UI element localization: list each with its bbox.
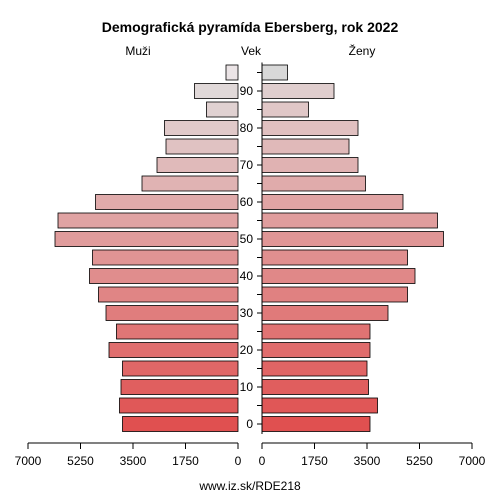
female-bar	[261, 286, 408, 303]
male-bar	[95, 194, 239, 210]
female-bar	[261, 138, 350, 155]
age-tick-label: 30	[240, 306, 254, 320]
male-bar	[105, 305, 239, 321]
x-tick-label-right: 0	[259, 454, 266, 468]
x-axis-left: 7000 5250 3500 1750 0	[15, 442, 242, 468]
male-bar	[122, 416, 239, 432]
x-tick-label-left: 5250	[67, 454, 94, 468]
x-tick-label-right: 5250	[406, 454, 433, 468]
age-tick-label: 90	[240, 84, 254, 98]
female-bar	[261, 397, 378, 414]
female-bars	[261, 64, 444, 432]
age-tick-label: 60	[240, 195, 254, 209]
male-bar	[194, 83, 239, 99]
female-label: Ženy	[349, 43, 376, 58]
male-bar	[57, 212, 239, 229]
x-tick-label-right: 1750	[301, 454, 328, 468]
age-tick-label: 80	[240, 121, 254, 135]
female-bar	[261, 305, 389, 321]
male-bar	[116, 323, 239, 340]
male-bar	[108, 342, 239, 358]
male-label: Muži	[125, 44, 150, 58]
male-bar	[119, 397, 239, 414]
age-tick-label: 0	[246, 417, 253, 431]
x-axis-right: 0 1750 3500 5250 7000	[259, 442, 486, 468]
male-bar	[225, 64, 239, 81]
male-bar	[122, 360, 239, 377]
female-bar	[261, 157, 359, 173]
female-bar	[261, 323, 371, 340]
female-bar	[261, 101, 309, 118]
age-tick-label: 50	[240, 232, 254, 246]
male-bar	[165, 138, 239, 155]
x-tick-label-left: 7000	[15, 454, 42, 468]
x-tick-label-left: 0	[235, 454, 242, 468]
female-bar	[261, 175, 366, 192]
age-tick-label: 10	[240, 380, 254, 394]
age-axis: 0 10 20 30 40 50 60 70 80 90	[240, 62, 263, 434]
x-tick-label-right: 7000	[459, 454, 486, 468]
female-bar	[261, 194, 404, 210]
female-bar	[261, 379, 369, 395]
male-bars	[54, 64, 239, 432]
female-bar	[261, 249, 408, 266]
female-bar	[261, 120, 359, 136]
male-bar	[89, 268, 239, 284]
male-bar	[120, 379, 239, 395]
female-bar	[261, 231, 444, 247]
female-bar	[261, 360, 368, 377]
chart-title: Demografická pyramída Ebersberg, rok 202…	[102, 19, 399, 35]
x-tick-label-left: 3500	[120, 454, 147, 468]
female-bar	[261, 416, 371, 432]
footer-source: www.iz.sk/RDE218	[198, 479, 301, 493]
female-bar	[261, 83, 335, 99]
x-tick-label-right: 3500	[354, 454, 381, 468]
age-tick-label: 40	[240, 269, 254, 283]
female-bar	[261, 268, 416, 284]
male-bar	[54, 231, 239, 247]
male-bar	[92, 249, 239, 266]
male-bar	[141, 175, 239, 192]
male-bar	[156, 157, 239, 173]
male-bar	[206, 101, 239, 118]
male-bar	[164, 120, 239, 136]
female-bar	[261, 64, 288, 81]
female-bar	[261, 342, 371, 358]
female-bar	[261, 212, 438, 229]
age-label: Vek	[241, 44, 262, 58]
x-tick-label-left: 1750	[172, 454, 199, 468]
male-bar	[98, 286, 239, 303]
age-tick-label: 70	[240, 158, 254, 172]
age-tick-label: 20	[240, 343, 254, 357]
